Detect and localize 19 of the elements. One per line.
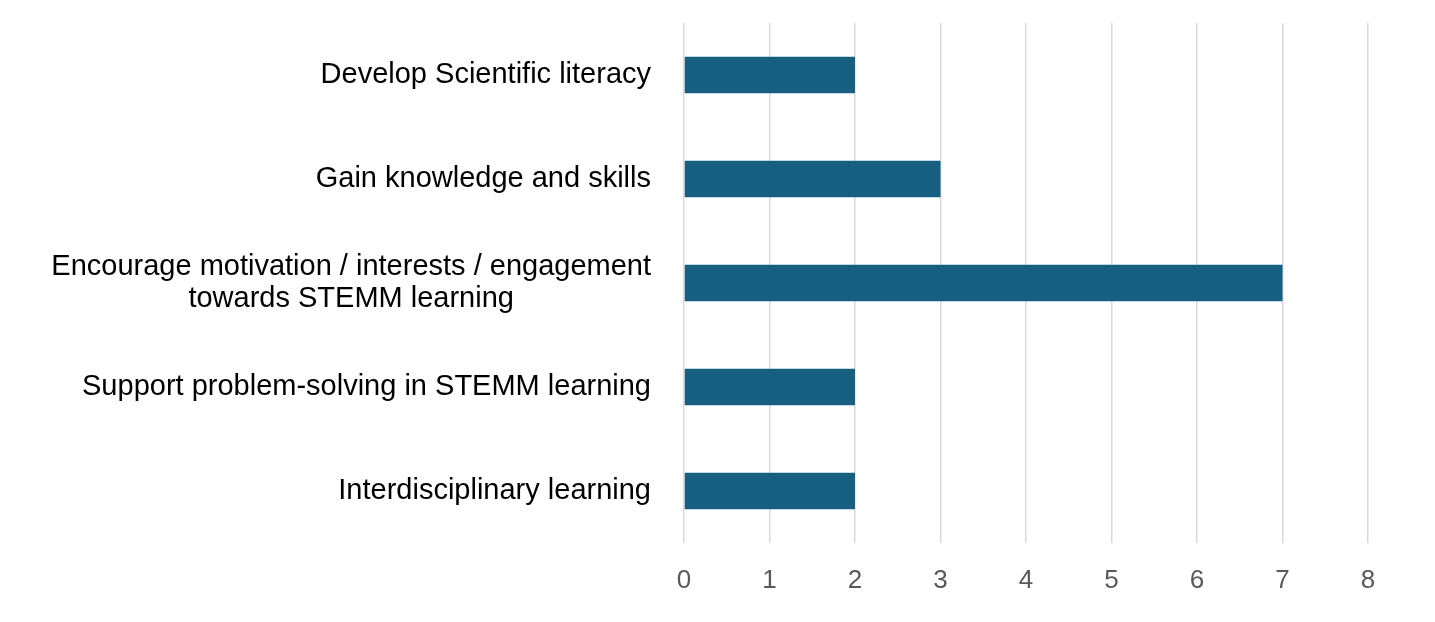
bar bbox=[684, 368, 855, 406]
x-tick-label: 6 bbox=[1189, 563, 1205, 594]
x-tick-label: 8 bbox=[1360, 563, 1376, 594]
x-tick-label: 1 bbox=[762, 563, 777, 594]
x-tick-label: 0 bbox=[676, 563, 692, 594]
y-tick-label: Develop Scientific literacy bbox=[320, 57, 652, 89]
y-tick-label: Interdisciplinary learning bbox=[338, 473, 651, 505]
x-tick-label: 2 bbox=[847, 563, 863, 594]
bar bbox=[684, 264, 1283, 302]
bar bbox=[684, 472, 855, 510]
x-tick-label: 4 bbox=[1018, 563, 1034, 594]
y-tick-label: Gain knowledge and skills bbox=[315, 161, 652, 193]
y-tick-label: Encourage motivation / interests / engagement towards STEMM learning bbox=[51, 249, 651, 313]
bar bbox=[684, 56, 855, 94]
y-tick-label: Support problem-solving in STEMM learning bbox=[82, 369, 652, 401]
x-tick-label: 3 bbox=[933, 563, 948, 594]
x-tick-label: 5 bbox=[1104, 563, 1119, 594]
x-tick-label: 7 bbox=[1275, 563, 1290, 594]
bar bbox=[684, 160, 941, 198]
